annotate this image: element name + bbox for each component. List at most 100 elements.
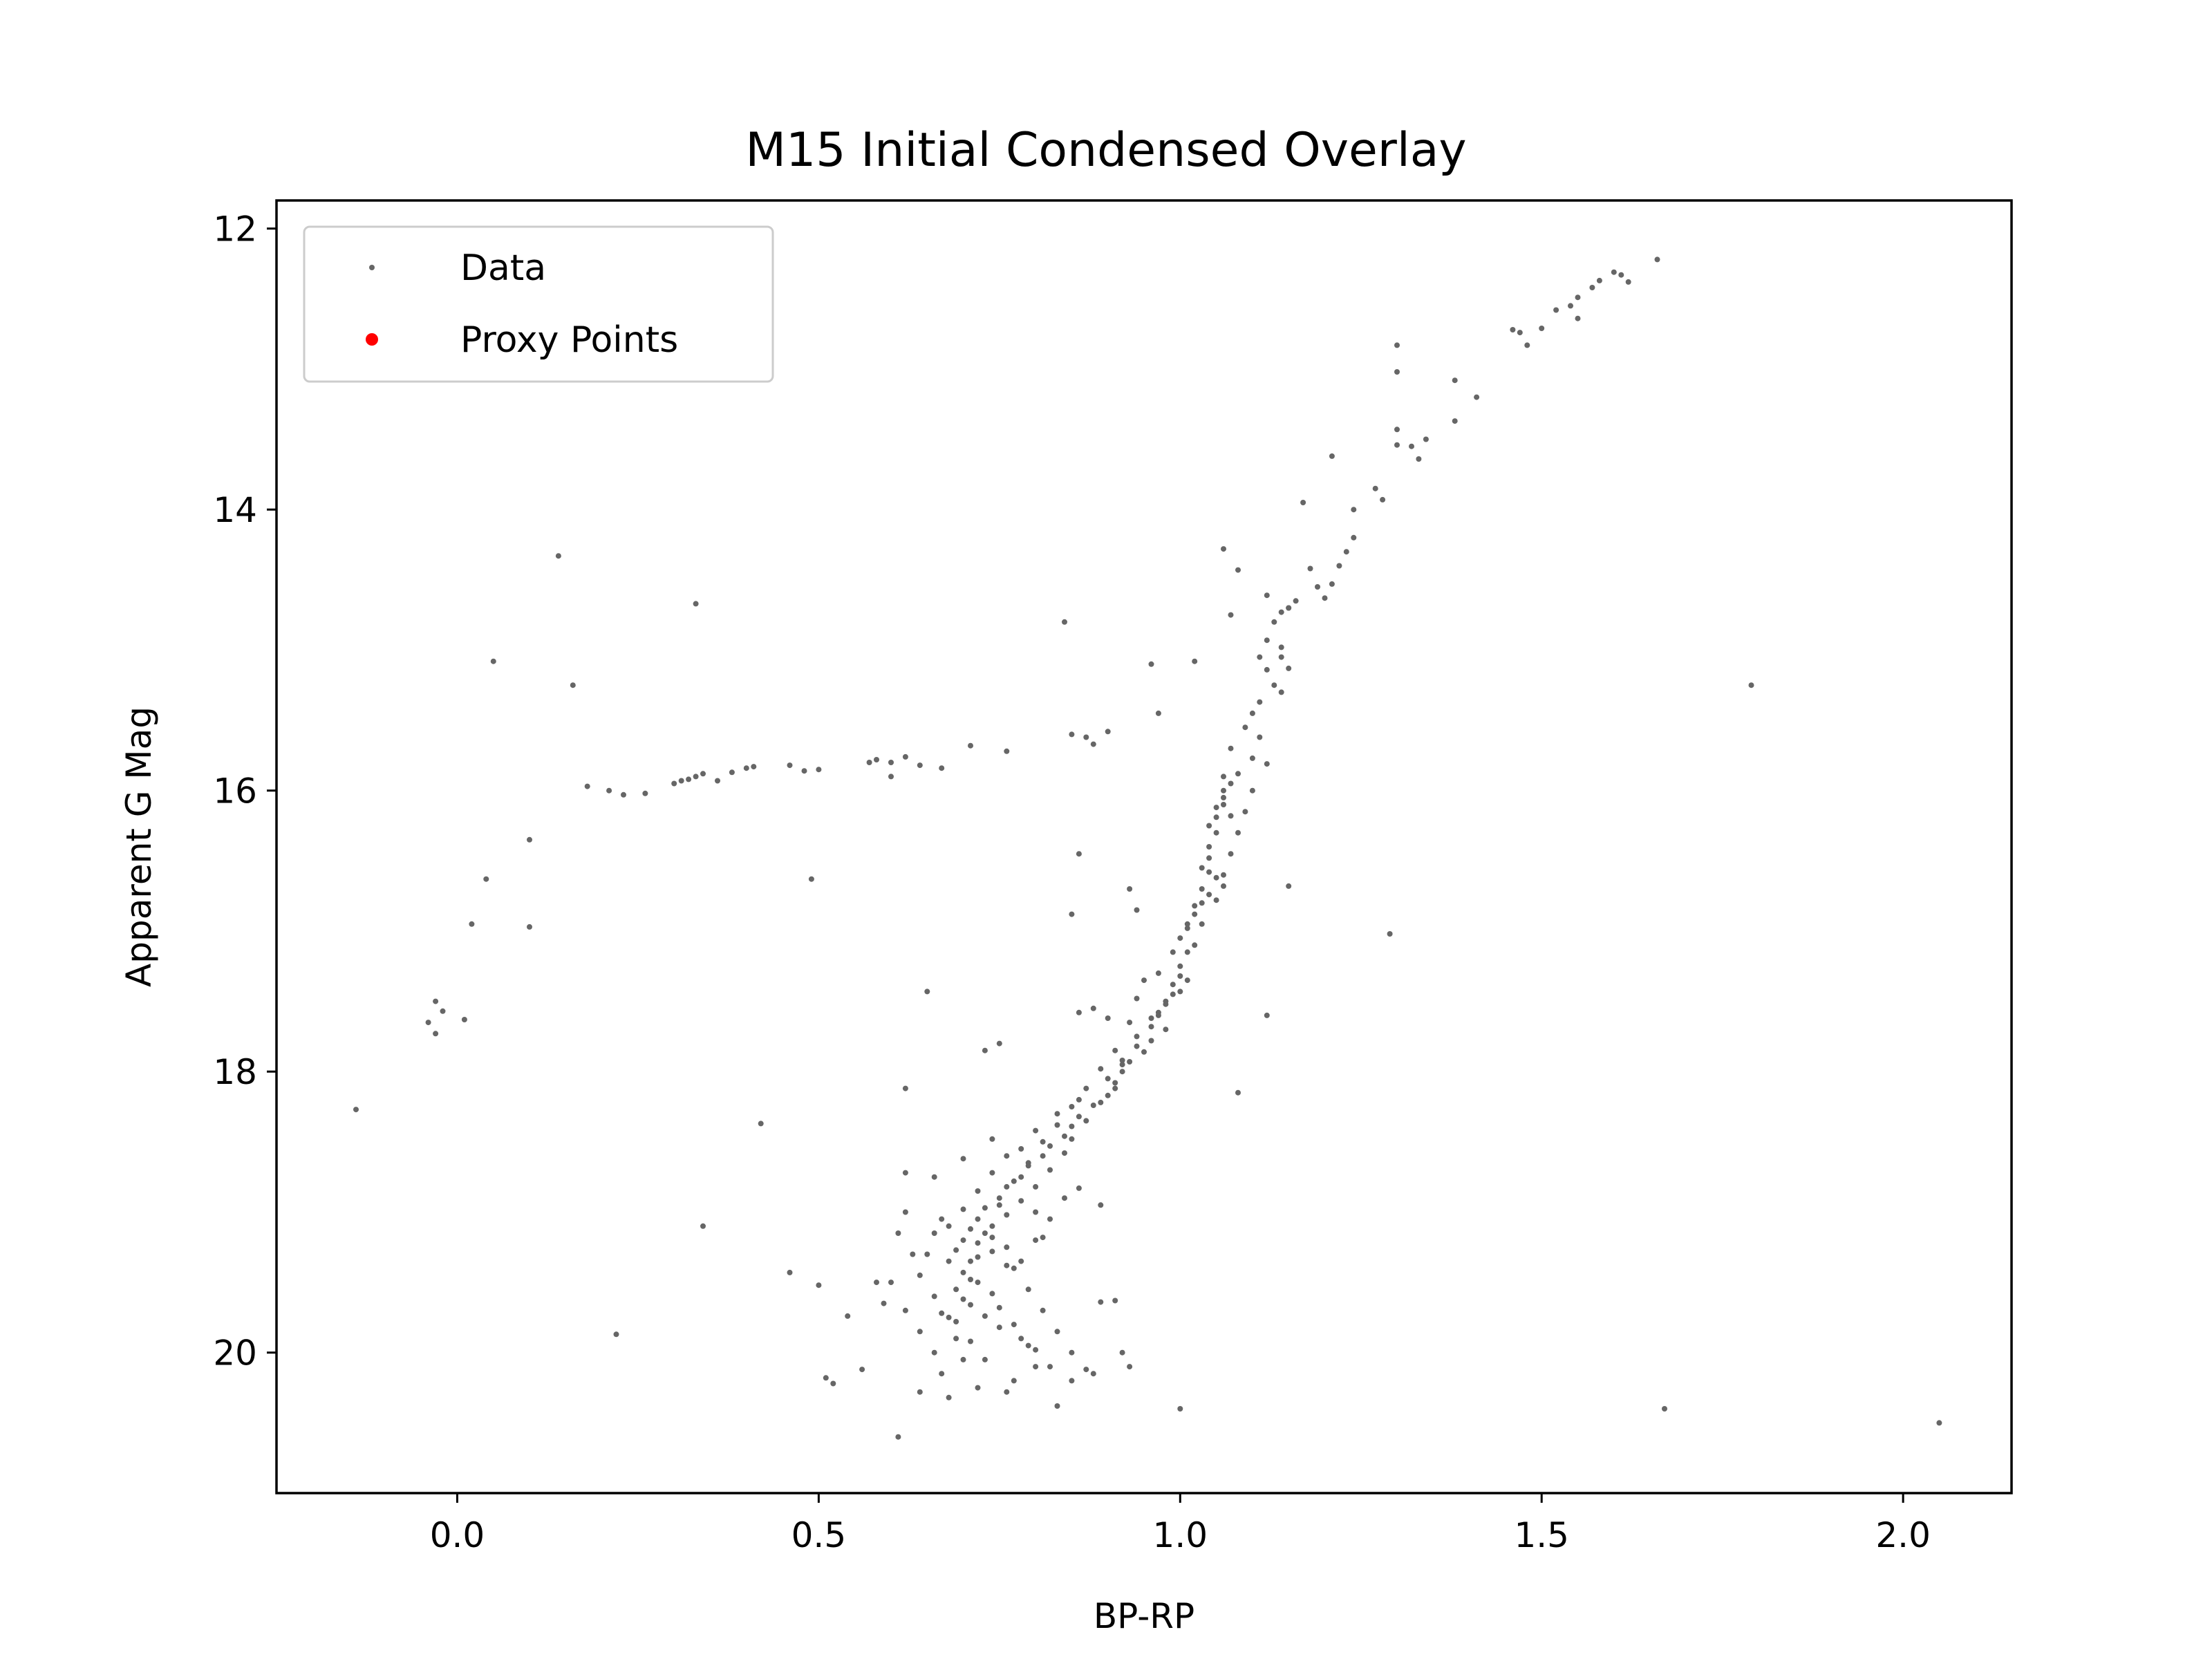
data-point: [1062, 1133, 1067, 1139]
data-point: [1228, 780, 1234, 787]
chart-title: M15 Initial Condensed Overlay: [745, 123, 1466, 178]
data-point: [1184, 921, 1190, 927]
data-point: [1134, 1043, 1140, 1049]
data-point: [1004, 1212, 1010, 1218]
data-point: [1596, 277, 1602, 283]
data-point: [1192, 903, 1198, 909]
data-point: [931, 1293, 937, 1300]
data-point: [1192, 658, 1198, 664]
data-point: [1004, 1244, 1010, 1250]
data-point: [1199, 921, 1205, 927]
data-point: [989, 1248, 995, 1255]
data-point: [888, 760, 894, 765]
data-point: [1011, 1322, 1017, 1328]
data-point: [1076, 1114, 1082, 1120]
data-point: [1105, 1092, 1111, 1098]
x-tick-label: 2.0: [1875, 1515, 1931, 1555]
data-point: [1054, 1111, 1060, 1117]
data-point: [693, 601, 699, 607]
data-point: [1517, 330, 1523, 336]
data-point: [989, 1170, 995, 1176]
data-point: [1264, 592, 1270, 599]
data-point: [968, 1338, 973, 1344]
data-point: [1069, 1104, 1075, 1109]
data-point: [1076, 1009, 1082, 1015]
data-point: [1177, 1406, 1183, 1412]
legend-data-label: Data: [460, 247, 546, 289]
data-point: [1618, 272, 1624, 278]
data-point: [1213, 897, 1219, 903]
data-point: [621, 791, 626, 798]
data-point: [527, 924, 532, 930]
legend-proxy-label: Proxy Points: [460, 319, 678, 361]
data-point: [816, 1282, 822, 1288]
data-point: [953, 1247, 959, 1253]
data-point: [953, 1335, 959, 1342]
data-point: [1062, 1150, 1067, 1156]
data-point: [1662, 1406, 1667, 1412]
data-point: [931, 1174, 937, 1180]
data-point: [953, 1319, 959, 1324]
data-point: [1018, 1335, 1024, 1342]
data-point: [1090, 1103, 1096, 1108]
data-point: [1394, 442, 1400, 448]
data-point: [469, 921, 475, 927]
data-point: [1018, 1198, 1024, 1204]
data-point: [1090, 1005, 1096, 1011]
data-point: [1076, 1096, 1082, 1103]
data-point: [1575, 315, 1581, 321]
data-point: [902, 1170, 908, 1176]
data-point: [1069, 1123, 1075, 1130]
data-point: [1748, 682, 1754, 688]
data-point: [555, 553, 561, 559]
data-point: [1098, 1099, 1104, 1105]
data-point: [1105, 1076, 1111, 1082]
data-point: [982, 1230, 988, 1236]
data-point: [823, 1375, 829, 1381]
data-point: [1054, 1122, 1060, 1128]
data-point: [996, 1040, 1002, 1047]
data-point: [700, 1223, 706, 1229]
data-point: [1177, 935, 1183, 941]
data-point: [989, 1235, 995, 1241]
data-point: [570, 682, 576, 688]
data-point: [715, 778, 720, 784]
data-point: [1452, 377, 1458, 384]
data-point: [1112, 1085, 1118, 1091]
data-point: [881, 1300, 887, 1306]
data-point: [1076, 851, 1082, 857]
data-point: [1177, 963, 1183, 969]
data-point: [1083, 1085, 1089, 1091]
data-point: [1033, 1237, 1039, 1244]
data-point: [1018, 1258, 1024, 1264]
data-point: [1054, 1329, 1060, 1335]
data-point: [989, 1223, 995, 1229]
data-point: [924, 988, 930, 995]
data-point: [433, 1031, 439, 1037]
data-point: [1148, 1015, 1154, 1021]
data-point: [1025, 1160, 1031, 1166]
data-point: [1409, 443, 1414, 449]
data-point: [975, 1385, 981, 1391]
y-tick-label: 18: [213, 1052, 257, 1092]
data-point: [1105, 1015, 1111, 1021]
data-point: [1228, 813, 1234, 819]
data-point: [1315, 584, 1320, 590]
data-point: [743, 765, 749, 771]
data-point: [1206, 892, 1212, 898]
data-point: [1221, 883, 1226, 889]
data-point: [1206, 823, 1212, 829]
data-point: [931, 1230, 937, 1236]
data-point: [1047, 1143, 1053, 1149]
data-point: [751, 764, 757, 770]
data-point: [584, 783, 590, 789]
data-point: [982, 1313, 988, 1319]
data-point: [1307, 565, 1313, 572]
data-point: [931, 1349, 937, 1356]
data-point: [1004, 1153, 1010, 1159]
data-point: [975, 1254, 981, 1260]
data-point: [1264, 761, 1270, 767]
data-point: [888, 1280, 894, 1286]
data-point: [1286, 605, 1292, 611]
